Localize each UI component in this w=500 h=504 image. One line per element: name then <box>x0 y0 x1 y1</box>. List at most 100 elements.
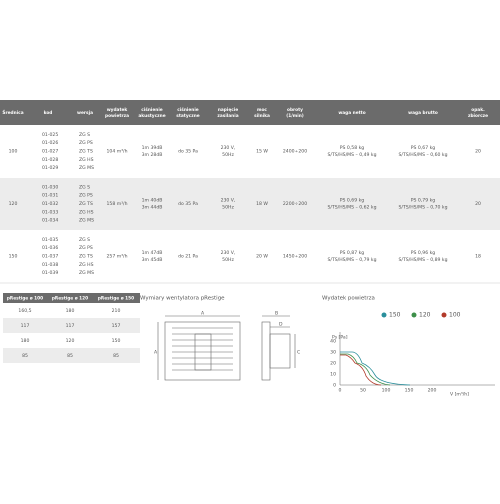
header-cell: pRestige ø 120 <box>52 296 88 302</box>
cell: 230 V, <box>221 198 236 204</box>
cell: S/TS/HS/MS – 0,89 kg <box>398 257 447 263</box>
y-tick-label: 10 <box>330 372 336 378</box>
cell: 50Hz <box>222 257 234 263</box>
cell: 157 <box>112 323 121 329</box>
y-tick-label: 40 <box>330 339 336 345</box>
dims-header <box>3 293 140 303</box>
cell: 230 V, <box>221 145 236 151</box>
header-cell: napięcie <box>218 107 238 113</box>
cell: 01-030 <box>42 184 58 190</box>
chart-curves <box>339 332 495 386</box>
header-cell: zasilania <box>217 113 238 119</box>
y-tick-label: 30 <box>330 350 336 356</box>
cell: 1m 47dB <box>142 250 163 256</box>
cell: 01-027 <box>42 149 58 155</box>
row-band <box>3 318 140 333</box>
cell: 150 <box>9 254 18 260</box>
cell: ZG S <box>79 184 90 190</box>
cell: S/TS/HS/MS – 0,60 kg <box>398 152 447 158</box>
cell: ZG MS <box>79 165 94 171</box>
cell: 18 <box>475 254 481 260</box>
cell: 100 <box>9 149 18 155</box>
cell: PS 0,79 kg <box>411 198 435 204</box>
cell: 2400÷200 <box>283 149 307 155</box>
cell: 20 <box>475 201 481 207</box>
header-cell: wersja <box>77 110 93 116</box>
x-tick-label: 200 <box>428 388 437 394</box>
header-cell: ciśnienie <box>141 106 163 113</box>
cell: 01-025 <box>42 132 58 138</box>
header-cell: statyczne <box>176 113 199 119</box>
cell: 117 <box>21 323 30 329</box>
cell: 230 V, <box>221 250 236 256</box>
dim-label: C <box>297 350 300 356</box>
cell: 120 <box>66 338 75 344</box>
cell: ZG HS <box>79 157 94 163</box>
cell: ZG TS <box>79 201 93 207</box>
header-cell: (1/min) <box>286 113 304 119</box>
header-cell: waga netto <box>338 110 365 116</box>
header-cell: pRestige ø 100 <box>7 296 43 302</box>
cell: 180 <box>21 338 30 344</box>
header-band <box>0 100 500 125</box>
fan-drawing <box>157 315 296 381</box>
cell: 18 W <box>256 201 268 207</box>
x-tick-label: 100 <box>382 388 391 394</box>
cell: 104 m³/h <box>106 149 127 155</box>
header-cell: powietrza <box>105 113 129 119</box>
cell: 3m 45dB <box>142 257 163 263</box>
header-cell: wydatek <box>107 107 128 113</box>
cell: 117 <box>66 323 75 329</box>
cell: 01-035 <box>42 237 58 243</box>
dim-label: B <box>275 311 278 317</box>
cell: 1m 40dB <box>142 198 163 204</box>
cell: 85 <box>113 353 119 359</box>
x-tick-label: 0 <box>339 388 342 394</box>
cell: 180 <box>66 308 75 314</box>
cell: do 21 Pa <box>178 254 198 260</box>
cell: 01-038 <box>42 262 58 268</box>
cell: ZG HS <box>79 262 94 268</box>
drawing-title: Wymiary wentylatora pRestige <box>140 296 225 302</box>
cell: 01-029 <box>42 165 58 171</box>
legend-label: 150 <box>389 312 401 319</box>
cell: PS 0,58 kg <box>340 145 364 151</box>
cell: S/TS/HS/MS – 0,62 kg <box>327 205 376 211</box>
header-cell: silnika <box>254 113 270 119</box>
cell: 2200÷200 <box>283 201 307 207</box>
row-band <box>3 348 140 363</box>
header-cell: ciśnienie <box>177 106 199 113</box>
cell: 01-034 <box>42 218 58 224</box>
cell: 01-028 <box>42 157 58 163</box>
cell: ZG TS <box>79 254 93 260</box>
legend: 150 120 100 <box>381 312 461 319</box>
cell: 01-033 <box>42 209 58 215</box>
cell: 85 <box>67 353 73 359</box>
cell: ZG MS <box>79 270 94 276</box>
cell: 01-036 <box>42 245 58 251</box>
header-cell: moc <box>257 108 267 113</box>
cell: 01-039 <box>42 270 58 276</box>
axis-label: Ps [Pa] <box>332 335 348 341</box>
cell: 158 m³/h <box>106 201 127 207</box>
cell: PS 0,67 kg <box>411 145 435 151</box>
cell: ZG S <box>79 132 90 138</box>
header-cell: akustyczne <box>138 113 165 119</box>
y-tick-label: 20 <box>330 361 336 367</box>
cell: ZG MS <box>79 218 94 224</box>
cell: PS 0,69 kg <box>340 198 364 204</box>
x-tick-label: 50 <box>360 388 366 394</box>
cell: 15 W <box>256 149 268 155</box>
cell: ZG PS <box>79 140 93 146</box>
header-cell: Średnica <box>2 109 23 116</box>
cell: 50Hz <box>222 152 234 158</box>
cell: PS 0,96 kg <box>411 250 435 256</box>
cell: 20 W <box>256 254 268 260</box>
cell: 20 <box>475 149 481 155</box>
header-cell: waga brutto <box>408 110 438 116</box>
cell: S/TS/HS/MS – 0,70 kg <box>398 205 447 211</box>
cell: 150 <box>112 338 121 344</box>
dim-label: A <box>201 311 205 317</box>
legend-label: 120 <box>419 312 431 319</box>
